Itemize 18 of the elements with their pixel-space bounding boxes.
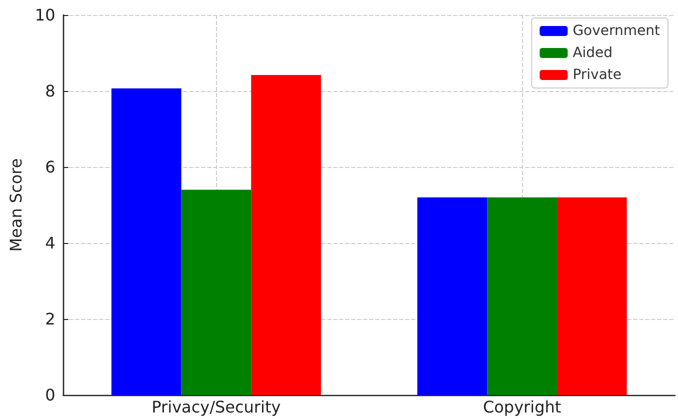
x-tick-label: Privacy/Security [152, 398, 281, 416]
y-tick-label: 6 [45, 158, 56, 176]
y-tick-label: 10 [34, 6, 56, 24]
y-axis-title: Mean Score [6, 158, 26, 252]
bar [417, 197, 488, 395]
y-tick-label: 0 [45, 386, 56, 404]
legend-label: Government [572, 23, 661, 39]
y-tick-label: 8 [45, 82, 56, 100]
y-tick-label: 2 [45, 310, 56, 328]
x-tick-label: Copyright [482, 398, 562, 416]
legend-label: Aided [572, 45, 613, 61]
bar [556, 197, 627, 395]
legend-label: Private [572, 67, 622, 83]
bar [111, 88, 182, 395]
bar [181, 190, 252, 395]
bar [251, 75, 321, 395]
y-tick-label: 4 [45, 234, 56, 252]
bar [487, 197, 557, 395]
